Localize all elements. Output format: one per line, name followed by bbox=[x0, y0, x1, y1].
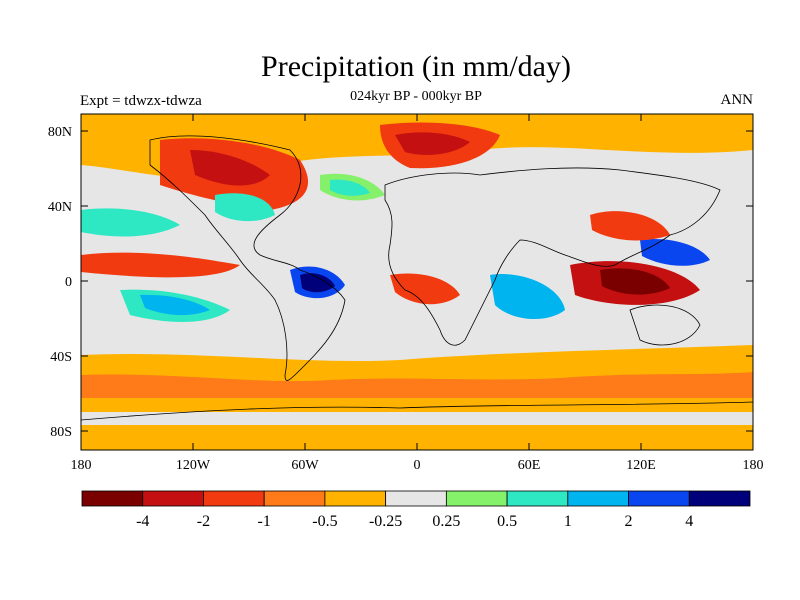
season-label: ANN bbox=[720, 92, 754, 108]
latitude-axis: 80N 40N 0 40S 80S bbox=[48, 125, 753, 440]
lat-label: 40S bbox=[50, 350, 72, 365]
lon-label: 120W bbox=[176, 458, 211, 473]
lat-label: 80N bbox=[48, 125, 72, 140]
north-atlantic-wet-core bbox=[330, 179, 370, 196]
colorbar-label: -2 bbox=[197, 513, 210, 530]
colorbar-swatch bbox=[628, 490, 690, 507]
lon-label: 60W bbox=[291, 458, 319, 473]
colorbar-label: 0.5 bbox=[497, 513, 517, 530]
lon-label: 180 bbox=[743, 458, 764, 473]
experiment-label: Expt = tdwzx-tdwza bbox=[80, 93, 202, 109]
colorbar-label: 1 bbox=[564, 513, 572, 530]
colorbar: -4 -2 -1 -0.5 -0.25 0.25 0.5 1 2 4 bbox=[81, 490, 751, 530]
colorbar-label: -4 bbox=[136, 513, 149, 530]
colorbar-swatch bbox=[445, 490, 508, 507]
lon-label: 180 bbox=[71, 458, 92, 473]
africa-dry bbox=[390, 273, 460, 305]
colorbar-label: 4 bbox=[685, 513, 693, 530]
colorbar-swatch bbox=[142, 490, 204, 507]
indian-ocean-wet bbox=[490, 274, 565, 320]
colorbar-swatch bbox=[324, 490, 387, 507]
lon-label: 0 bbox=[414, 458, 421, 473]
colorbar-label: 0.25 bbox=[432, 513, 460, 530]
pacific-dry-band bbox=[81, 252, 240, 278]
lon-label: 120E bbox=[626, 458, 656, 473]
chart-title: Precipitation (in mm/day) bbox=[261, 50, 571, 83]
colorbar-swatch bbox=[506, 490, 569, 507]
longitude-axis: 180 120W 60W 0 60E 120E 180 bbox=[71, 114, 764, 473]
lat-label: 0 bbox=[65, 275, 72, 290]
colorbar-swatch bbox=[263, 490, 326, 507]
lon-label: 60E bbox=[518, 458, 541, 473]
coastlines bbox=[81, 135, 753, 421]
colorbar-label: 2 bbox=[625, 513, 633, 530]
colorbar-label: -0.25 bbox=[369, 513, 402, 530]
west-pacific-wet bbox=[640, 239, 710, 266]
north-america-dry-core bbox=[190, 150, 270, 186]
maritime-continent-core bbox=[600, 268, 670, 295]
east-asia-dry bbox=[590, 211, 670, 241]
map-field bbox=[81, 114, 753, 450]
south-pacific-wet-core bbox=[140, 294, 210, 316]
colorbar-label: -1 bbox=[258, 513, 271, 530]
chart-subtitle: 024kyr BP - 000kyr BP bbox=[350, 89, 482, 104]
lat-label: 40N bbox=[48, 200, 72, 215]
amazon-wet-core bbox=[300, 273, 335, 293]
atlantic-wet bbox=[215, 193, 275, 222]
colorbar-label: -0.5 bbox=[312, 513, 337, 530]
colorbar-swatch bbox=[567, 490, 629, 507]
colorbar-swatch bbox=[688, 490, 751, 507]
north-europe-dry-core bbox=[395, 132, 470, 155]
antarctic-band bbox=[81, 425, 753, 450]
lat-label: 80S bbox=[50, 425, 72, 440]
southern-ocean-inner bbox=[81, 372, 753, 398]
colorbar-swatch bbox=[81, 490, 144, 507]
north-pacific-wet bbox=[81, 208, 180, 237]
colorbar-swatch bbox=[385, 490, 447, 507]
colorbar-swatch bbox=[203, 490, 265, 507]
